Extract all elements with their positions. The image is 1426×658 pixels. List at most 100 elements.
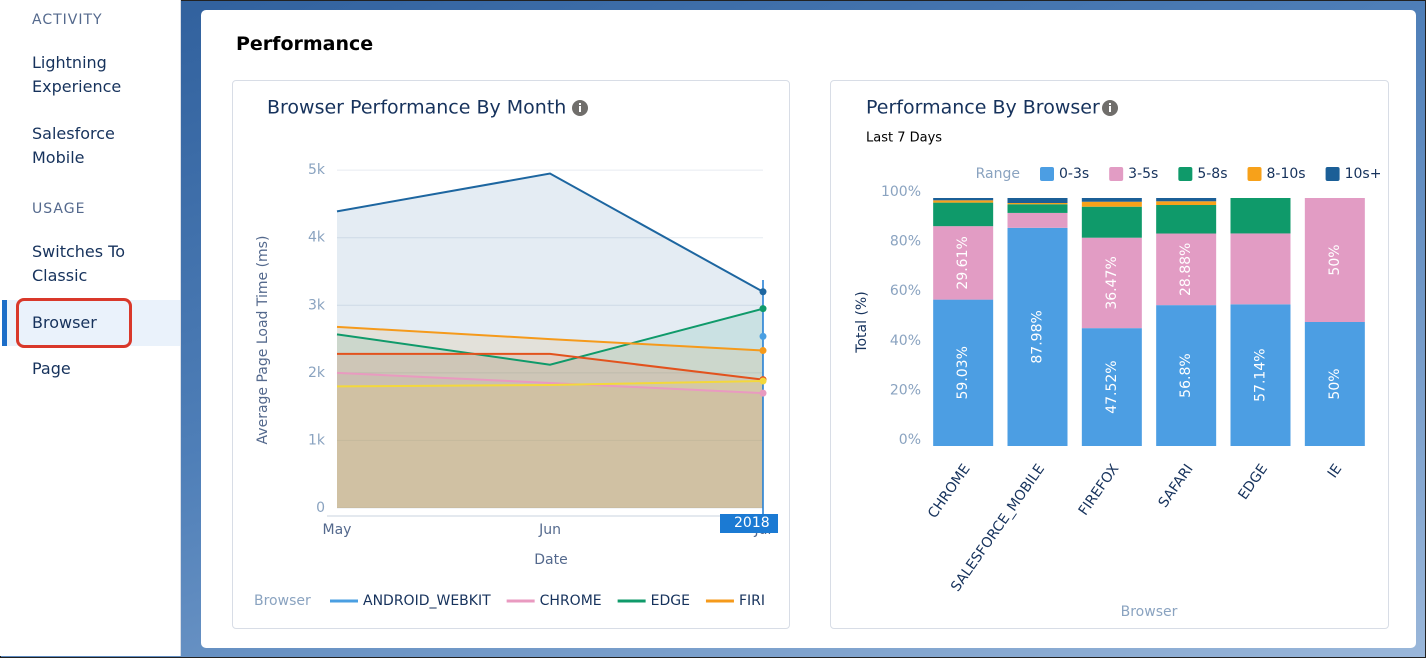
x-tick-label: FIREFOX — [1076, 461, 1123, 518]
bar-segment — [933, 200, 994, 203]
legend-title: Range — [976, 166, 1020, 182]
nav-item[interactable]: Salesforce Mobile — [32, 124, 115, 167]
x-tick-label: Jun — [538, 522, 561, 538]
bar-segment — [1156, 201, 1217, 205]
bar-segment — [1156, 305, 1217, 446]
bar-segment — [1007, 198, 1068, 204]
bar-segment — [1230, 198, 1291, 234]
section-heading: USAGE — [32, 201, 86, 217]
bar-segment — [1081, 201, 1142, 207]
info-icon — [1102, 100, 1118, 116]
series-line — [336, 307, 764, 366]
y-tick-label: 0% — [899, 432, 921, 448]
legend-label: 3-5s — [1128, 166, 1158, 182]
bar-segment — [1081, 328, 1142, 446]
series-line — [337, 352, 764, 381]
series-line — [336, 371, 764, 395]
legend-label: 0-3s — [1059, 166, 1089, 182]
bar-segment — [1156, 233, 1217, 306]
bar-segment — [1081, 198, 1142, 202]
tooltip: 2018 — [734, 515, 770, 531]
series-line — [336, 172, 764, 293]
x-tick-label: CHROME — [925, 461, 974, 521]
value-label: 29.61% — [955, 236, 971, 289]
sidebar: ACTIVITY Lightning Experience Salesforce… — [0, 0, 181, 656]
legend-label: EDGE — [651, 593, 690, 609]
bar-segment — [933, 202, 994, 227]
point — [759, 347, 767, 355]
y-tick-label: 0 — [316, 500, 325, 516]
series-line — [336, 325, 764, 352]
bar-segment — [1007, 212, 1068, 228]
info-icon — [572, 100, 588, 116]
bar-segment — [1156, 204, 1217, 234]
value-label: 50% — [1327, 368, 1343, 399]
chart-title: Browser Performance By Month — [267, 97, 566, 119]
legend-swatch — [1040, 167, 1054, 181]
y-tick-label: 4k — [308, 230, 326, 246]
value-label: 36.47% — [1104, 256, 1120, 309]
value-label: 87.98% — [1030, 310, 1046, 363]
y-tick-label: 80% — [890, 234, 921, 250]
chart-subtitle: Last 7 Days — [866, 131, 942, 146]
x-axis-title: Browser — [1121, 604, 1178, 620]
bar-segment — [1230, 304, 1291, 446]
x-tick-label: IE — [1325, 461, 1346, 481]
x-tick-label: May — [323, 522, 352, 538]
legend: Browser ANDROID_WEBKIT CHROME EDGE FIRI — [254, 593, 765, 609]
value-label: 56.8% — [1178, 353, 1194, 397]
series-area — [337, 326, 763, 508]
legend-swatch — [1325, 167, 1340, 181]
series-line — [336, 379, 764, 388]
legend-title: Browser — [254, 593, 311, 609]
bar-segment — [1007, 204, 1068, 213]
nav-item[interactable]: Switches To Classic — [32, 242, 126, 285]
y-tick-label: 100% — [881, 184, 921, 200]
y-tick-label: 3k — [308, 297, 326, 313]
y-tick-label: 5k — [308, 162, 326, 178]
value-label: 50% — [1327, 244, 1343, 275]
nav-item[interactable]: Lightning Experience — [32, 53, 122, 96]
y-tick-label: 1k — [308, 432, 326, 448]
y-axis-title: Average Page Load Time (ms) — [255, 236, 271, 445]
chart-title: Performance By Browser — [866, 97, 1100, 119]
nav-item[interactable]: Page — [32, 359, 71, 378]
legend-swatch — [1247, 167, 1262, 181]
y-tick-label: 40% — [890, 333, 921, 349]
series-area — [337, 380, 763, 508]
series-area — [337, 308, 763, 508]
bar-segment — [1304, 198, 1365, 322]
series-area — [337, 372, 763, 508]
bar-segment — [1230, 233, 1291, 305]
bar-segment — [1081, 237, 1142, 329]
selected-row — [2, 300, 180, 346]
series-area — [337, 353, 763, 508]
page-title: Performance — [236, 33, 374, 55]
bar-segment — [1081, 206, 1142, 238]
nav-item[interactable]: Browser — [32, 313, 97, 332]
tooltip-box — [720, 514, 778, 533]
point — [759, 332, 767, 340]
y-tick-label: 60% — [890, 283, 921, 299]
point — [759, 377, 767, 385]
selected-indicator — [2, 300, 7, 346]
legend-label: FIRI — [739, 593, 765, 609]
value-label: 47.52% — [1104, 360, 1120, 413]
x-tick-label: EDGE — [1235, 461, 1271, 502]
bar-segment — [933, 299, 994, 446]
section-heading: ACTIVITY — [32, 12, 103, 28]
bar-segment — [1304, 322, 1365, 446]
y-tick-label: 20% — [890, 382, 921, 398]
point — [759, 288, 767, 296]
bar-segment — [1007, 227, 1068, 446]
bar-segment — [1007, 203, 1068, 205]
value-label: 28.88% — [1178, 243, 1194, 296]
legend-swatch — [1178, 167, 1193, 181]
value-label: 59.03% — [955, 346, 971, 399]
bar-segment — [933, 198, 994, 201]
series-area — [337, 173, 763, 508]
point — [759, 389, 767, 397]
value-label: 57.14% — [1253, 348, 1269, 401]
legend-swatch — [1109, 167, 1124, 181]
